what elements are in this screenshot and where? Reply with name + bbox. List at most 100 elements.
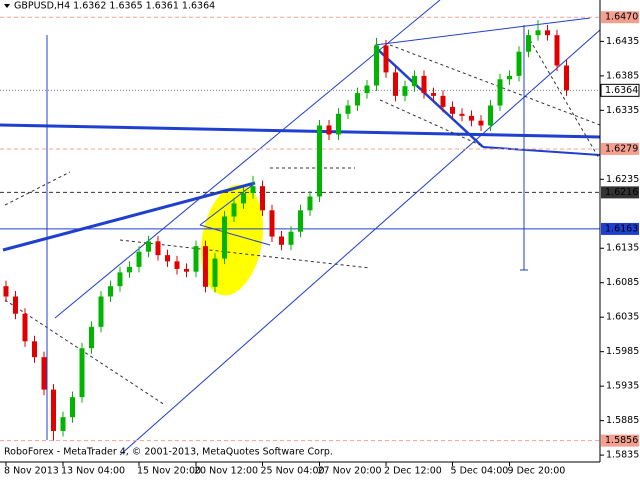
trend-line — [2, 181, 256, 252]
x-tick-label: 2 Dec 12:00 — [384, 466, 442, 477]
dashed-line — [379, 99, 481, 146]
candle-body — [3, 286, 9, 297]
candle-body — [326, 125, 332, 135]
candle-body — [564, 65, 569, 91]
level-label-box — [600, 83, 640, 97]
trend-line — [199, 224, 271, 246]
candle-body — [279, 236, 284, 245]
x-tick-label: 20 Nov 12:00 — [194, 466, 258, 477]
trend-line — [482, 146, 601, 156]
candle-body — [507, 75, 512, 80]
candle-body — [146, 241, 151, 252]
y-tick-label: 1.6435 — [606, 36, 639, 47]
axes: 1.6435 1.6385 1.6335 1.6235 1.6135 1.6085 1.60… — [4, 36, 639, 477]
candle-body — [41, 357, 47, 390]
x-tick-label: 13 Nov 04:00 — [61, 466, 125, 477]
candle-body — [393, 72, 398, 96]
candle-body — [127, 266, 132, 273]
candle-body — [203, 246, 208, 287]
levels — [0, 16, 600, 442]
candle-body — [260, 186, 265, 211]
candle-body — [307, 196, 313, 211]
candle-body — [98, 296, 104, 327]
candle-body — [155, 241, 161, 256]
y-tick-label: 1.5835 — [606, 450, 639, 461]
candle-body — [288, 231, 294, 245]
candle-body — [402, 86, 408, 96]
candle-body — [469, 115, 474, 121]
trend-line — [199, 182, 256, 226]
y-tick-label: 1.6085 — [606, 277, 639, 288]
y-tick-label: 1.6385 — [606, 70, 639, 81]
candle-body — [32, 341, 37, 358]
candle-body — [412, 75, 417, 87]
dashed-line — [389, 44, 601, 126]
dashed-line — [529, 39, 601, 161]
dashed-line — [4, 171, 71, 206]
candle-body — [184, 268, 189, 272]
level-label-box — [601, 11, 639, 24]
candle-body — [79, 348, 85, 398]
candle-body — [421, 75, 427, 94]
candle-body — [526, 35, 531, 52]
y-tick-label: 1.5985 — [606, 346, 639, 357]
level-label-box — [601, 186, 639, 199]
candle-body — [355, 93, 360, 106]
candle-body — [250, 186, 256, 194]
level-label-box — [601, 222, 639, 235]
y-tick-label: 1.6335 — [606, 105, 639, 116]
y-tick-label: 1.5935 — [606, 381, 639, 392]
x-tick-label: 8 Nov 2013 — [4, 466, 59, 477]
candle-body — [70, 397, 75, 418]
y-tick-label: 1.6235 — [606, 174, 639, 185]
candle-body — [13, 296, 18, 314]
chart-title: GBPUSD,H4 1.6362 1.6365 1.6361 1.6364 — [14, 1, 215, 12]
y-tick-label: 1.5885 — [606, 415, 639, 426]
candle-body — [336, 113, 341, 135]
candle-body — [554, 35, 560, 66]
candle-body — [174, 261, 180, 269]
level-label: 1.6216 — [605, 187, 638, 198]
candle-body — [22, 313, 28, 342]
candle-body — [488, 105, 493, 126]
candle-body — [478, 120, 484, 126]
candle-body — [136, 251, 142, 267]
channel-line — [119, 29, 601, 456]
candle-body — [51, 389, 56, 431]
candle-body — [345, 105, 351, 114]
level-label-box — [601, 142, 639, 155]
candle-body — [222, 216, 227, 259]
candle-body — [364, 85, 370, 94]
candle-body — [89, 326, 94, 349]
candles — [3, 19, 569, 441]
candle-body — [440, 95, 446, 107]
candle-body — [231, 203, 237, 217]
footer: RoboForex - MetaTrader 4, © 2001-2013, M… — [4, 447, 333, 458]
candle-body — [545, 30, 550, 36]
y-tick-label: 1.6135 — [606, 243, 639, 254]
x-tick-label: 25 Nov 04:00 — [261, 466, 325, 477]
x-tick-label: 27 Nov 20:00 — [318, 466, 382, 477]
candle-body — [108, 286, 113, 297]
candle-body — [459, 113, 465, 116]
candle-body — [60, 417, 66, 431]
candle-body — [516, 51, 522, 76]
candle-body — [165, 255, 170, 262]
level-label-box — [601, 434, 639, 447]
x-tick-label: 9 Dec 20:00 — [508, 466, 566, 477]
candle-body — [383, 45, 389, 73]
level-label: 1.6364 — [605, 85, 638, 96]
level-label: 1.6163 — [605, 223, 638, 234]
candle-body — [193, 246, 199, 272]
dashed-line — [4, 299, 166, 406]
candle-body — [450, 106, 455, 114]
candle-body — [431, 93, 436, 96]
candle-body — [535, 30, 541, 36]
level-label: 1.5856 — [605, 435, 638, 446]
title-marker — [4, 4, 10, 8]
candle-body — [497, 79, 503, 106]
y-tick-label: 1.6035 — [606, 312, 639, 323]
candle-body — [117, 272, 123, 287]
